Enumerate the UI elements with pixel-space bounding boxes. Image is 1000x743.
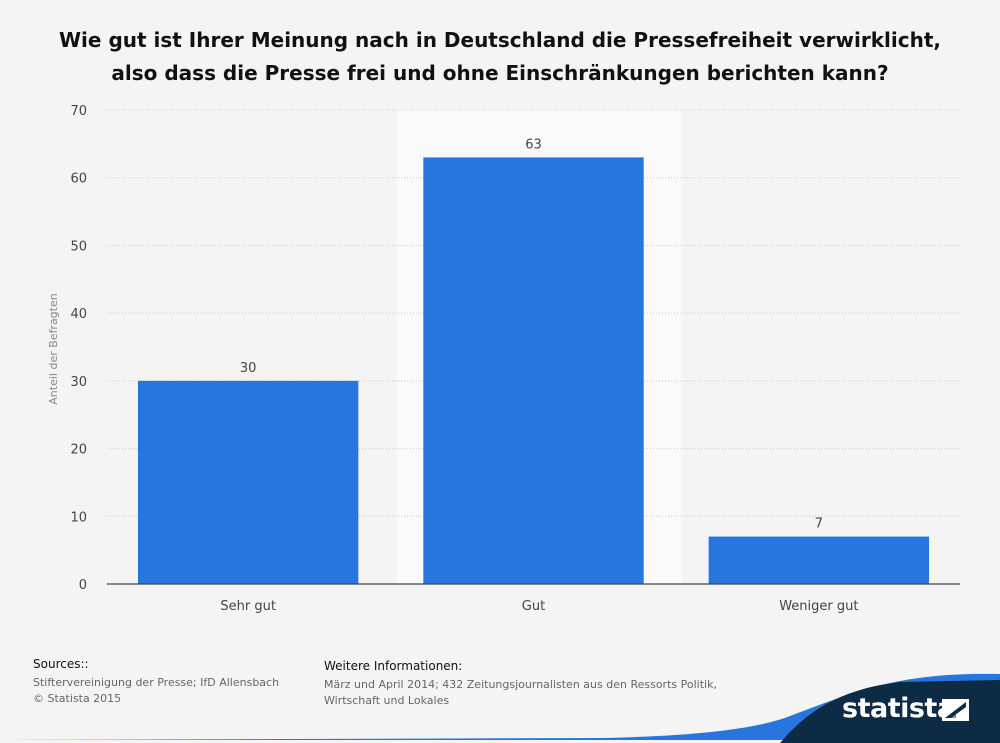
y-tick-label: 40 (70, 307, 87, 322)
statista-logo-icon (942, 699, 969, 721)
info-line-1: März und April 2014; 432 Zeitungsjournal… (324, 678, 717, 691)
bar-chart: 0 10 20 30 40 50 60 70 Anteil der Befragten 30 Seh… (47, 104, 960, 614)
chart-title: Wie gut ist Ihrer Meinung nach in Deutsc… (40, 24, 960, 90)
x-tick-label: Sehr gut (220, 599, 276, 614)
chart-title-line-1: Wie gut ist Ihrer Meinung nach in Deutsc… (59, 28, 941, 52)
bar (708, 536, 930, 584)
info-block: Weitere Informationen: März und April 20… (324, 658, 744, 709)
y-tick-label: 60 (70, 172, 87, 187)
sources-heading: Sources:: (33, 657, 89, 671)
y-tick-label: 30 (70, 375, 87, 390)
bar (423, 157, 644, 584)
x-tick-label: Gut (522, 599, 545, 614)
data-label: 30 (240, 361, 257, 376)
y-tick-label: 10 (70, 510, 87, 525)
bar (137, 380, 359, 584)
info-line-2: Wirtschaft und Lokales (324, 694, 450, 707)
statista-logo-text: statista (842, 693, 955, 724)
info-heading: Weitere Informationen: (324, 659, 463, 673)
y-tick-label: 20 (70, 443, 87, 458)
y-tick-label: 0 (79, 578, 87, 593)
data-label: 63 (525, 137, 542, 152)
x-tick-label: Weniger gut (779, 599, 858, 614)
y-tick-label: 50 (70, 239, 87, 254)
sources-line-1: Stiftervereinigung der Presse; IfD Allen… (33, 676, 280, 689)
chart-title-line-2: also dass die Presse frei und ohne Einsc… (111, 61, 889, 85)
data-label: 7 (815, 517, 823, 532)
y-axis-title: Anteil der Befragten (47, 293, 60, 404)
sources-block: Sources:: Stiftervereinigung der Presse;… (33, 656, 279, 707)
y-tick-label: 70 (70, 104, 87, 119)
copyright-line: © Statista 2015 (33, 692, 122, 705)
